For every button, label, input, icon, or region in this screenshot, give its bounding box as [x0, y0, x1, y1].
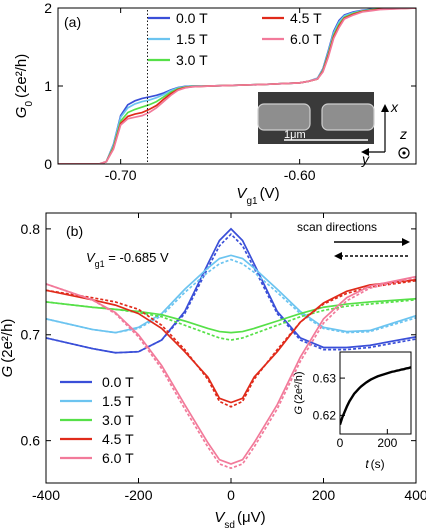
panel-b-legend: 0.0 T 1.5 T 3.0 T 4.5 T 6.0 T [60, 374, 134, 466]
series-dashed-00T [46, 232, 416, 354]
y-tick-label: 0.8 [21, 221, 41, 237]
inset-xlabel: t (s) [365, 457, 384, 471]
panel-a: -0.70 -0.60 0 1 2 (a) 0.0 T 1.5 T 3.0 T 4.5 T 6… [13, 0, 417, 207]
panel-a-xlabel: Vg1 (V) [236, 185, 279, 207]
inset-series-line [340, 366, 411, 426]
x-tick-label: 0 [337, 436, 344, 450]
coord-y-label: y [361, 151, 370, 167]
y-tick-label: 0 [44, 156, 52, 172]
panel-b-x-ticks: -400 -200 0 200 400 [32, 213, 426, 503]
x-tick-label: 200 [312, 487, 336, 503]
coord-y-arrowhead [361, 148, 369, 156]
series-line-60T [58, 8, 416, 164]
scan-directions: scan directions [297, 220, 410, 260]
coordinate-axes: x y z [361, 99, 410, 167]
x-tick-label: 400 [404, 487, 426, 503]
legend-label: 4.5 T [102, 431, 134, 447]
series-solid-00T [46, 227, 416, 354]
panel-a-x-ticks: -0.70 -0.60 [105, 8, 316, 183]
legend-label: 3.0 T [102, 412, 134, 428]
legend-label: 6.0 T [290, 31, 322, 47]
x-tick-label: -400 [32, 487, 60, 503]
x-tick-label: -0.60 [284, 167, 316, 183]
legend-label: 3.0 T [176, 52, 208, 68]
panel-b-annotation: Vg1 = -0.685 V [86, 250, 169, 269]
series-dashed-45T [46, 279, 416, 408]
series-solid-30T [46, 297, 416, 334]
y-tick-label: 2 [44, 0, 52, 16]
scan-backward-arrowhead [334, 252, 342, 260]
inset-ylabel: G(2e²/h) [293, 372, 305, 415]
legend-label: 6.0 T [102, 450, 134, 466]
panel-a-y-ticks: 0 1 2 [44, 0, 416, 172]
x-tick-label: -200 [124, 487, 152, 503]
coord-x-arrowhead [381, 104, 389, 112]
panel-b-series [46, 227, 416, 470]
panel-a-ylabel: G0(2e²/h) [13, 54, 35, 118]
sem-scale-label: 1μm [284, 129, 306, 141]
inset-series [340, 366, 411, 426]
legend-label: 0.0 T [176, 10, 208, 26]
series-dashed-60T [46, 276, 416, 470]
inset-background [340, 352, 411, 434]
inset-frame [339, 351, 412, 435]
scan-directions-label: scan directions [297, 220, 377, 234]
legend-label: 1.5 T [102, 393, 134, 409]
panel-b-ylabel: G(2e²/h) [0, 319, 16, 378]
inset-x-ticks: 0 200 [337, 429, 398, 450]
coord-z-out-of-plane-icon [398, 147, 410, 159]
coord-z-label: z [399, 126, 407, 142]
y-tick-label: 0.62 [313, 409, 337, 423]
x-tick-label: 200 [377, 436, 397, 450]
panel-b-inset: 0 200 0.62 0.63 G(2e²/h) t (s) [293, 351, 412, 471]
x-tick-label: 0 [227, 487, 235, 503]
panel-a-series [58, 8, 416, 164]
legend-label: 4.5 T [290, 10, 322, 26]
panel-b-y-ticks: 0.6 0.7 0.8 [21, 221, 416, 449]
sem-inset: 1μm [257, 92, 375, 144]
y-tick-label: 1 [44, 78, 52, 94]
legend-label: 1.5 T [176, 31, 208, 47]
panel-b-xlabel: Vsd (μV) [214, 509, 265, 530]
y-tick-label: 0.7 [21, 327, 41, 343]
scan-forward-arrowhead [402, 238, 410, 246]
panel-a-legend: 0.0 T 1.5 T 3.0 T 4.5 T 6.0 T [148, 10, 322, 68]
inset-y-ticks: 0.62 0.63 [313, 371, 345, 423]
x-tick-label: -0.70 [105, 167, 137, 183]
panel-b-label: (b) [66, 223, 83, 239]
sem-right-electrode [321, 103, 375, 131]
y-tick-label: 0.6 [21, 433, 41, 449]
coord-z-dot [402, 151, 406, 155]
series-solid-60T [46, 275, 416, 465]
legend-label: 0.0 T [102, 374, 134, 390]
series-solid-45T [46, 278, 416, 404]
y-tick-label: 0.63 [313, 371, 337, 385]
series-dashed-15T [46, 258, 416, 334]
sem-left-electrode [257, 103, 311, 131]
coord-x-label: x [390, 99, 399, 115]
panel-a-label: (a) [64, 14, 81, 30]
panel-b: -400 -200 0 200 400 0.6 0.7 0.8 (b) Vg1 = -0.6… [0, 212, 426, 530]
